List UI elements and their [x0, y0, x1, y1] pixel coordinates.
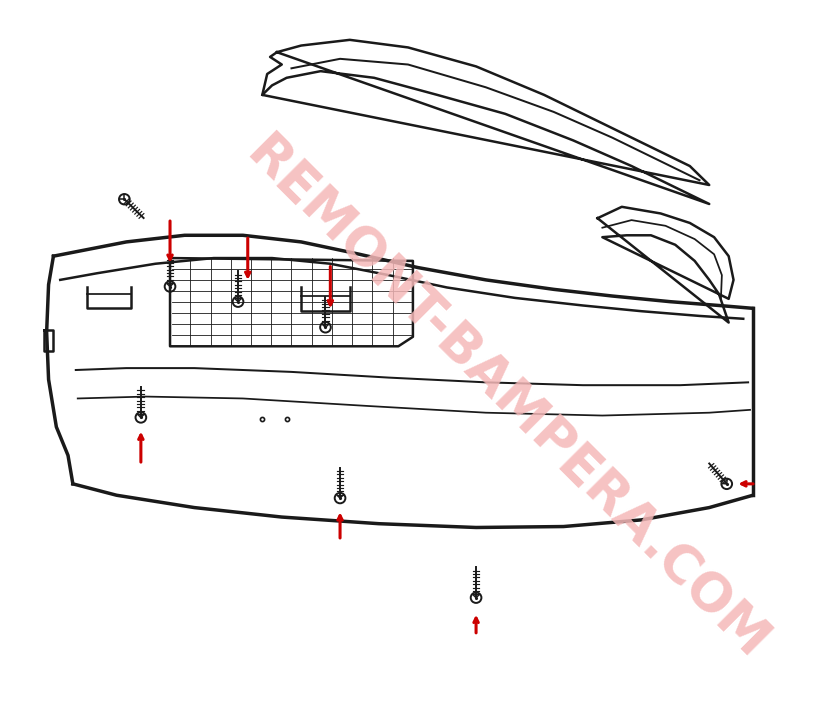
Text: REMONT-BAMPERA.COM: REMONT-BAMPERA.COM [234, 127, 777, 670]
